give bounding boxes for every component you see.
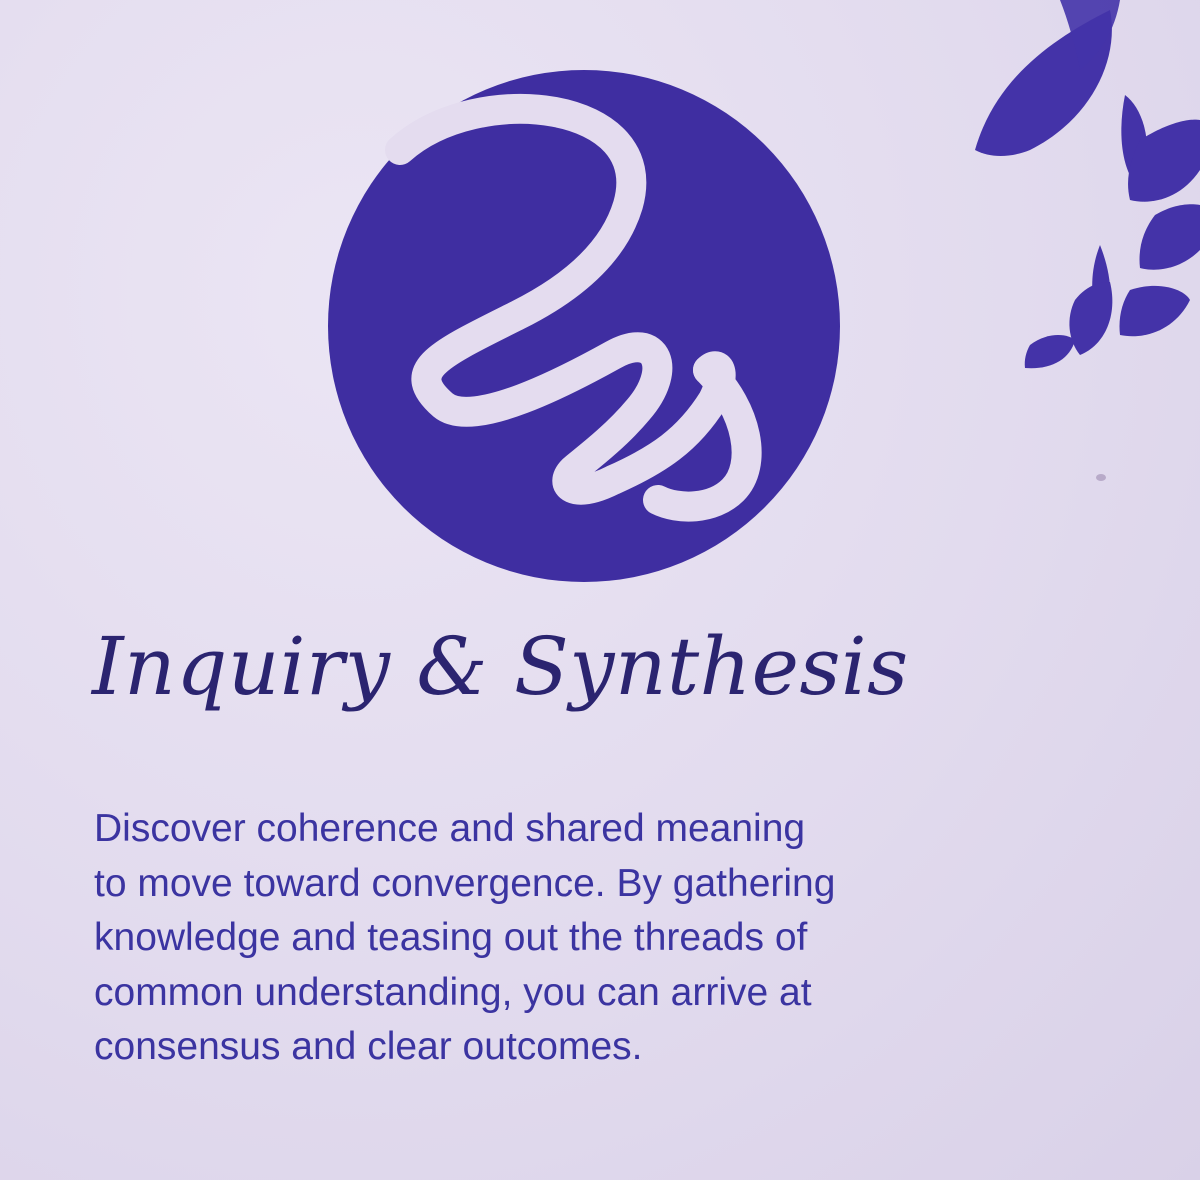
leaf-sprig-icon bbox=[975, 0, 1200, 369]
paper-speck bbox=[1096, 474, 1106, 481]
spiral-coil-icon bbox=[385, 93, 736, 505]
card-description: Discover coherence and shared meaning to… bbox=[94, 807, 836, 1068]
emblem-circle bbox=[328, 70, 840, 582]
card-title: Inquiry & Synthesis bbox=[92, 620, 909, 713]
spiral-emblem bbox=[328, 70, 840, 582]
